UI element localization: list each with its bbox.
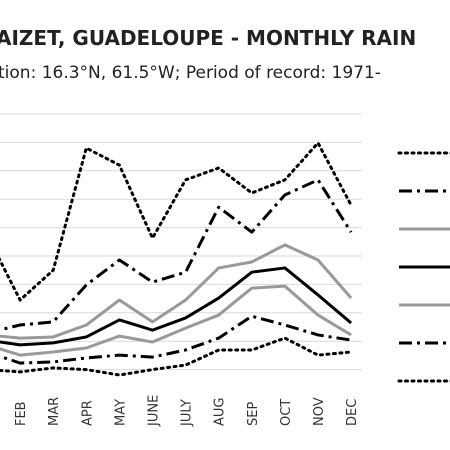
x-tick-label: JUNE — [147, 395, 162, 427]
x-tick-label: APR — [80, 400, 95, 426]
chart-subtitle: tion: 16.3°N, 61.5°W; Period of record: … — [0, 63, 381, 83]
series-line — [0, 243, 353, 340]
x-tick-label: FEB — [14, 401, 29, 426]
x-tick-label: DEC — [345, 399, 360, 426]
x-tick-label: MAY — [113, 399, 128, 426]
chart-title: AIZET, GUADELOUPE - MONTHLY RAIN — [0, 26, 416, 50]
series-line — [0, 314, 352, 365]
x-tick-label: NOV — [312, 397, 327, 426]
x-tick-label: AUG — [213, 398, 228, 426]
x-tick-label: JULY — [180, 399, 195, 427]
series-line — [0, 141, 353, 302]
x-tick-label: SEP — [246, 402, 261, 426]
series-line — [0, 284, 352, 357]
series-line — [0, 266, 353, 347]
x-tick-label: MAR — [47, 397, 62, 426]
series-line — [0, 178, 353, 332]
x-tick-label: OCT — [279, 399, 294, 426]
series-line — [0, 336, 353, 377]
